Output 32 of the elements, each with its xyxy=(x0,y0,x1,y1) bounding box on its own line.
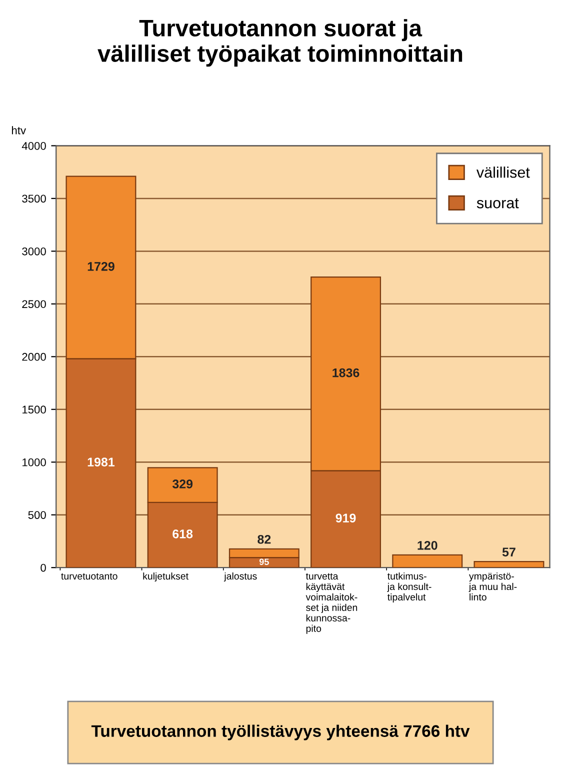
x-tick-label: jalostus xyxy=(224,572,257,582)
data-label: 618 xyxy=(172,529,193,538)
y-tick-label: 2500 xyxy=(22,300,46,308)
x-tick-label: turvetuotanto xyxy=(61,573,118,580)
y-tick-label: 3500 xyxy=(22,194,46,203)
bar xyxy=(474,561,544,568)
x-tick-label: tutkimus- ja konsult- tipalvelut xyxy=(387,572,432,602)
text: Turvetuotannon työllistävyys yhteensä 7766 htv xyxy=(91,724,470,740)
data-label: 329 xyxy=(172,480,193,488)
y-tick-label: 0 xyxy=(40,564,46,572)
legend-label: suorat xyxy=(476,198,519,208)
data-label: 120 xyxy=(418,540,438,550)
data-label: 919 xyxy=(336,514,356,522)
y-axis-title: htv xyxy=(12,126,26,134)
chart-title: Turvetuotannon suorat ja välilliset työpaikat toiminnoittain xyxy=(98,19,462,67)
legend-label: välilliset xyxy=(476,166,530,178)
y-tick-label: 2000 xyxy=(22,352,46,361)
y-tick-label: 1000 xyxy=(22,458,46,466)
x-tick-label: turvetta käyttävät voimalaitok- set ja niiden kunnossa- pito xyxy=(306,573,358,634)
x-tick-label: kuljetukset xyxy=(143,572,188,582)
y-tick-label: 1500 xyxy=(22,406,46,414)
data-label: 82 xyxy=(258,534,271,544)
data-label: 57 xyxy=(502,548,516,556)
data-label: 1836 xyxy=(332,368,360,378)
y-tick-label: 500 xyxy=(28,511,46,519)
data-label: 95 xyxy=(259,558,269,565)
y-tick-label: 3000 xyxy=(22,247,46,256)
bar xyxy=(392,554,463,568)
x-tick-label: ympäristö- ja muu hal- linto xyxy=(468,572,517,601)
data-label: 1729 xyxy=(88,262,114,271)
data-label: 1981 xyxy=(88,458,115,466)
y-tick-label: 4000 xyxy=(22,142,46,150)
